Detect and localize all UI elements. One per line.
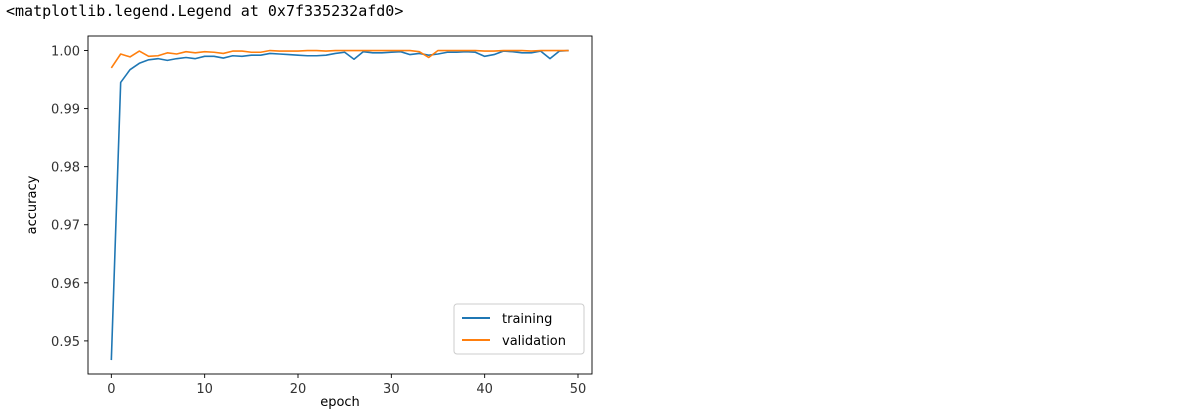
- series-line-validation: [110, 49, 569, 69]
- series-layer: [110, 49, 569, 361]
- x-tick-label: 20: [290, 382, 307, 397]
- axes-border: [87, 35, 593, 375]
- y-tick-label: 0.96: [51, 277, 80, 292]
- legend-label-training: training: [502, 312, 552, 327]
- x-tick-label: 50: [570, 382, 587, 397]
- y-tick-label: 0.98: [51, 161, 80, 176]
- legend-label-validation: validation: [502, 334, 566, 349]
- x-tick-label: 30: [383, 382, 400, 397]
- x-axis-label: epoch: [320, 395, 360, 410]
- chart-legend: training validation: [453, 303, 585, 355]
- axes-frame: [87, 35, 593, 375]
- ticks-layer: 0 10 20 30 40 50 0.95 0.96 0.97 0.98 0.99 1.00: [51, 45, 586, 397]
- y-tick-label: 0.95: [51, 335, 80, 350]
- x-tick-label: 40: [476, 382, 493, 397]
- y-axis-label: accuracy: [25, 175, 40, 234]
- y-tick-label: 1.00: [51, 45, 80, 60]
- series-line-training: [110, 49, 569, 361]
- x-tick-label: 10: [196, 382, 213, 397]
- legend-repr-text: <matplotlib.legend.Legend at 0x7f335232a…: [6, 2, 404, 20]
- legend-box: [453, 303, 585, 355]
- y-tick-label: 0.99: [51, 103, 80, 118]
- y-tick-label: 0.97: [51, 219, 80, 234]
- x-tick-label: 0: [107, 382, 115, 397]
